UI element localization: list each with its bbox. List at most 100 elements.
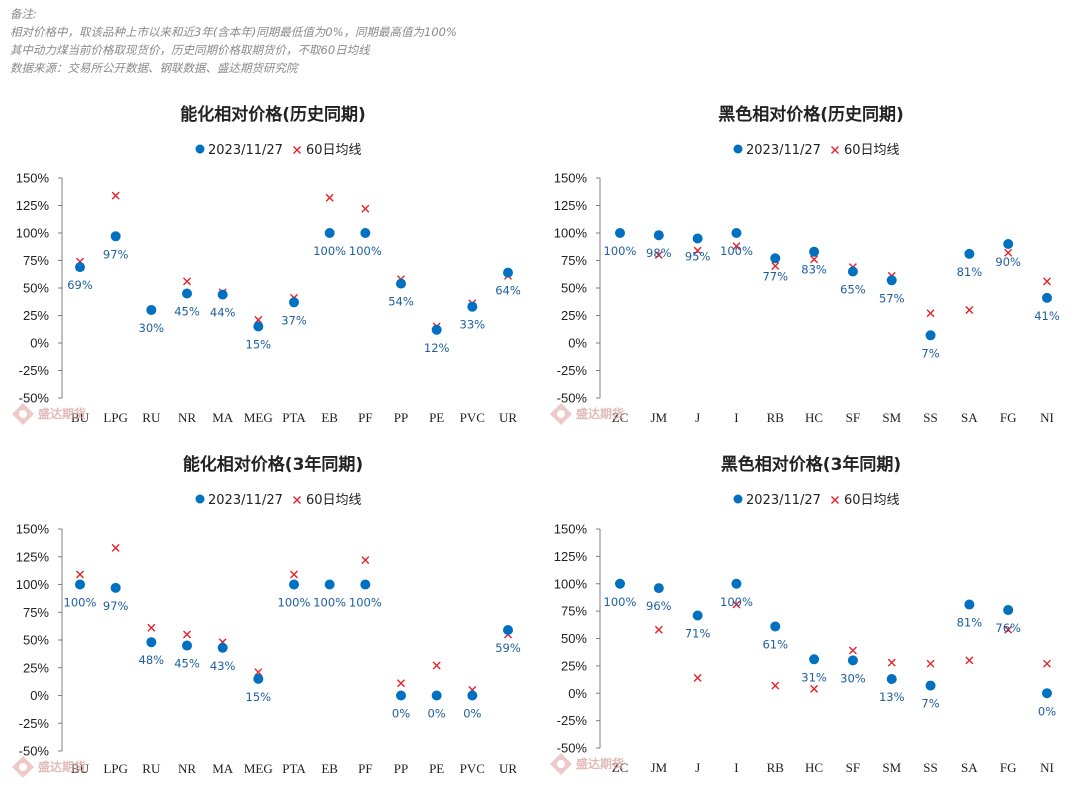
data-label: 12% (424, 341, 450, 355)
y-tick-label: 75% (561, 604, 587, 619)
watermark-logo: 盛达期货 (550, 403, 624, 425)
x-tick-label: PP (394, 410, 408, 425)
current-dot-point (146, 305, 157, 315)
data-label: 30% (840, 671, 866, 685)
current-dot-point (75, 579, 85, 590)
current-dot-point (289, 579, 299, 590)
current-dot-point (692, 610, 703, 621)
data-label: 76% (995, 621, 1021, 635)
data-label: 83% (801, 263, 827, 277)
ma60-cross-point (810, 255, 819, 264)
x-tick-label: HC (805, 760, 823, 775)
x-tick-label: UR (499, 761, 517, 776)
legend-dot-marker (195, 494, 205, 504)
x-tick-label: EB (321, 410, 338, 425)
y-tick-label: 150% (16, 171, 50, 186)
x-tick-label: JM (651, 760, 668, 775)
data-label: 15% (246, 338, 272, 352)
current-dot-point (770, 621, 781, 632)
legend-cross-marker (831, 146, 839, 154)
data-label: 0% (392, 707, 410, 721)
x-tick-label: EB (321, 761, 338, 776)
ma60-cross-point (1004, 625, 1013, 634)
data-label: 96% (646, 599, 672, 613)
x-tick-label: FG (1000, 410, 1017, 425)
y-tick-label: 75% (23, 253, 49, 268)
current-dot-point (886, 674, 897, 685)
data-label: 100% (313, 596, 346, 610)
ma60-cross-point (693, 246, 702, 255)
current-dot-point (217, 642, 228, 653)
legend-dot-marker (733, 494, 743, 504)
data-label: 100% (313, 244, 346, 258)
y-tick-label: 100% (554, 226, 588, 241)
data-label: 13% (879, 690, 905, 704)
legend-label-series1: 2023/11/27 (208, 493, 283, 508)
current-dot-point (503, 625, 513, 636)
y-tick-label: 0% (568, 686, 587, 701)
x-tick-label: BU (71, 761, 90, 776)
data-label: 31% (801, 670, 827, 684)
data-label: 0% (428, 707, 446, 721)
watermark-logo: 盛达期货 (12, 403, 86, 425)
data-label: 7% (921, 346, 939, 360)
x-tick-label: NR (178, 761, 196, 776)
x-tick-label: FG (1000, 760, 1017, 775)
data-label: 30% (139, 321, 165, 335)
current-dot-point (1003, 605, 1014, 616)
current-dot-point (182, 288, 192, 299)
ma60-cross-point (76, 570, 84, 579)
note-line: 数据来源：交易所公开数据、钢联数据、盛达期货研究院 (10, 61, 298, 75)
data-label: 71% (685, 627, 711, 641)
x-tick-label: SM (882, 410, 901, 425)
current-dot-point (289, 297, 299, 308)
ma60-cross-point (887, 658, 896, 667)
chart-legend: 2023/11/27 60日均线 (195, 143, 362, 158)
watermark-text: 盛达期货 (38, 759, 86, 774)
chart-panel: 黑色相对价格(3年同期) 2023/11/27 60日均线 150% 125% 100% 7… (550, 454, 1056, 775)
data-label: 43% (210, 659, 236, 673)
y-tick-label: -25% (557, 363, 588, 378)
watermark-emblem-center (557, 760, 565, 768)
legend-label-series2: 60日均线 (306, 493, 362, 508)
current-dot-point (964, 599, 975, 610)
x-tick-label: RB (767, 760, 785, 775)
ma60-cross-point (965, 656, 974, 665)
x-tick-label: SF (846, 760, 860, 775)
legend-label-series2: 60日均线 (844, 493, 900, 508)
current-dot-point (431, 690, 442, 701)
x-tick-label: LPG (103, 761, 128, 776)
current-dot-point (324, 228, 335, 238)
data-label: 65% (840, 283, 866, 297)
y-tick-label: 125% (16, 549, 50, 564)
legend-cross-marker (831, 496, 839, 504)
chart-panel: 黑色相对价格(历史同期) 2023/11/27 60日均线 150% 125% 100% 7… (550, 104, 1060, 425)
current-dot-point (886, 275, 897, 286)
current-dot-point (964, 248, 975, 259)
x-tick-label: SA (961, 760, 978, 775)
x-tick-label: UR (499, 410, 517, 425)
data-label: 15% (246, 690, 272, 704)
data-label: 81% (957, 616, 983, 630)
y-tick-label: 75% (561, 253, 587, 268)
x-tick-label: PP (394, 761, 408, 776)
current-dot-point (1042, 292, 1052, 303)
current-dot-point (396, 278, 406, 289)
current-dot-point (1003, 239, 1014, 249)
x-tick-label: J (695, 410, 700, 425)
y-tick-label: 50% (23, 281, 49, 296)
x-tick-label: SM (882, 760, 901, 775)
ma60-cross-point (693, 673, 702, 682)
y-tick-label: 25% (23, 660, 49, 675)
chart-panel: 能化相对价格(3年同期) 2023/11/27 60日均线 150% 125% 100% 7… (12, 454, 521, 778)
x-tick-label: RB (767, 410, 785, 425)
current-dot-point (615, 578, 625, 589)
ma60-cross-point (147, 623, 156, 632)
ma60-cross-point (654, 251, 663, 259)
data-label: 57% (879, 291, 905, 305)
current-dot-point (653, 230, 664, 241)
data-label: 97% (103, 599, 129, 613)
y-tick-label: 100% (554, 576, 588, 591)
chart-legend: 2023/11/27 60日均线 (733, 493, 900, 508)
current-dot-point (431, 324, 442, 335)
